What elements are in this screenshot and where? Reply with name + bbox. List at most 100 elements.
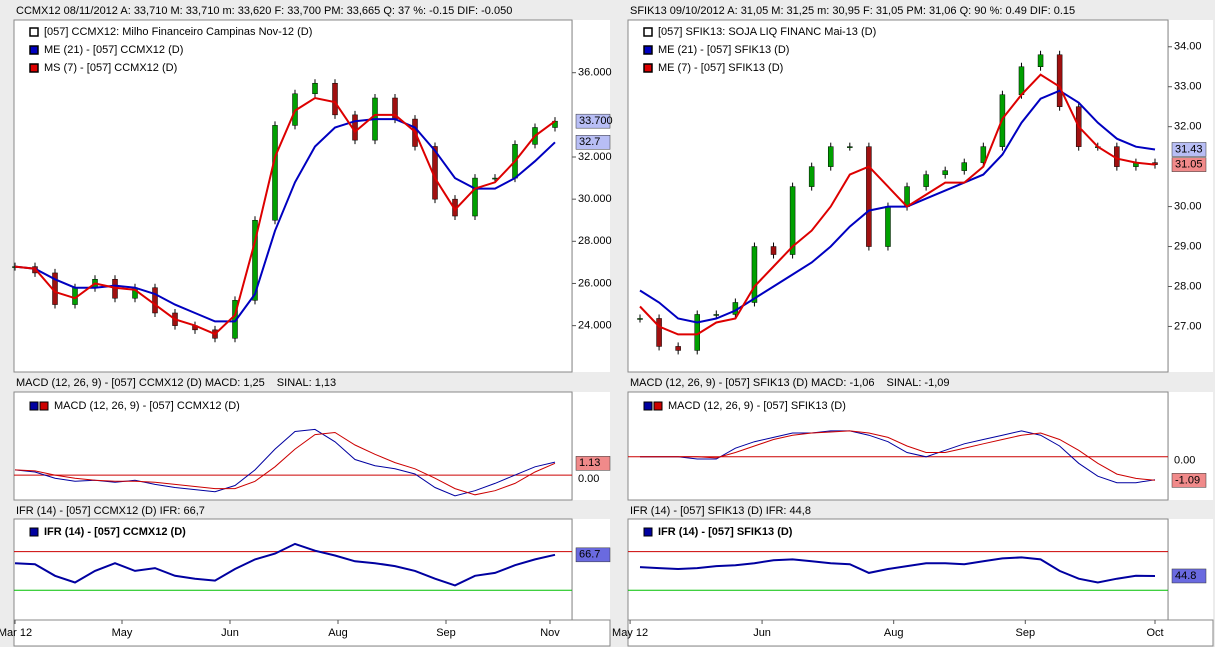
y-tick-label: 36.000 — [578, 67, 612, 79]
moving-average — [14, 96, 556, 336]
candle — [789, 186, 796, 255]
y-tick-label: 28.000 — [578, 235, 612, 247]
indicator-header: IFR (14) - [057] CCMX12 (D) IFR: 66,7 — [16, 505, 205, 517]
last-value-box — [575, 135, 611, 150]
indicator-header: SINAL: 1,13 — [277, 377, 336, 389]
y-tick-label: 29.00 — [1174, 240, 1202, 252]
legend-icon — [29, 401, 39, 411]
candle — [980, 146, 987, 163]
macd-line — [640, 430, 1156, 481]
candle — [272, 125, 278, 221]
moving-average — [639, 73, 1156, 336]
y-tick-label: 32.000 — [578, 151, 612, 163]
panel-frame — [13, 19, 573, 373]
candle — [656, 318, 662, 347]
x-tick-label: Jun — [221, 627, 239, 639]
legend-icon — [643, 27, 653, 37]
last-value-box — [575, 547, 611, 563]
y-tick-label: 30.00 — [1174, 200, 1202, 212]
candle — [492, 177, 498, 180]
candle — [942, 170, 948, 175]
legend-entry: [057] CCMX12: Milho Financeiro Campinas … — [44, 26, 312, 38]
axis-area — [573, 20, 610, 372]
y-tick-label: 24.000 — [578, 320, 612, 332]
legend-entry: IFR (14) - [057] CCMX12 (D) — [44, 526, 186, 538]
candle — [751, 246, 758, 303]
x-axis-area — [627, 619, 1214, 647]
legend-entry: [057] SFIK13: SOJA LIQ FINANC Mai-13 (D) — [658, 26, 876, 38]
x-tick-label: Mar 12 — [0, 627, 32, 639]
candle — [332, 82, 338, 116]
last-value-label: -1.09 — [1175, 474, 1200, 486]
legend-icon — [643, 527, 653, 537]
legend-entry: MACD (12, 26, 9) - [057] CCMX12 (D) — [54, 400, 240, 412]
candle — [552, 120, 558, 128]
panel-frame — [13, 518, 573, 621]
panel-header: CCMX12 08/11/2012 A: 33,710 M: 33,710 m:… — [16, 5, 512, 17]
x-axis-area — [13, 619, 611, 647]
legend-entry: IFR (14) - [057] SFIK13 (D) — [658, 526, 793, 538]
candle — [961, 162, 968, 171]
y-tick-label: 27.00 — [1174, 320, 1202, 332]
x-tick-label: May — [112, 627, 133, 639]
y-tick-label: 0.00 — [1174, 455, 1195, 467]
legend-icon — [643, 45, 653, 55]
indicator-header: IFR (14) - [057] SFIK13 (D) IFR: 44,8 — [630, 505, 811, 517]
legend-icon — [653, 401, 663, 411]
last-value-box — [1171, 157, 1207, 172]
last-value-box — [575, 456, 611, 471]
x-tick-label: Oct — [1146, 627, 1163, 639]
x-tick-label: Sep — [1016, 627, 1036, 639]
last-value-label: 31.05 — [1175, 159, 1203, 171]
candle — [866, 146, 872, 247]
panel-frame — [627, 391, 1169, 501]
x-tick-label: May 12 — [612, 627, 648, 639]
axis-area — [1169, 20, 1213, 372]
last-value-label: 44.8 — [1175, 570, 1196, 582]
candle — [252, 219, 258, 301]
legend-icon — [643, 401, 653, 411]
x-tick-label: Jun — [753, 627, 771, 639]
candle — [312, 82, 318, 95]
candle — [637, 318, 643, 320]
y-tick-label: 32.00 — [1174, 121, 1202, 133]
candle — [1037, 54, 1044, 67]
candle — [1056, 54, 1063, 107]
legend-entry: MACD (12, 26, 9) - [057] SFIK13 (D) — [668, 400, 846, 412]
candle — [152, 287, 158, 314]
candle — [827, 146, 834, 167]
legend-entry: ME (21) - [057] CCMX12 (D) — [44, 44, 183, 56]
candle — [770, 246, 777, 255]
last-value-label: 32.7 — [579, 136, 600, 148]
macd-line — [640, 430, 1156, 484]
x-tick-label: Aug — [884, 627, 904, 639]
last-value-label: 1.13 — [579, 457, 600, 469]
macd-line — [14, 431, 556, 496]
y-tick-label: 28.00 — [1174, 280, 1202, 292]
candle — [885, 206, 891, 247]
ifr-line — [14, 542, 556, 587]
axis-area — [573, 519, 610, 620]
candle — [923, 174, 929, 187]
x-tick-label: Sep — [436, 627, 456, 639]
candle — [472, 177, 478, 217]
candle — [808, 166, 815, 187]
legend-icon — [643, 63, 653, 73]
indicator-header: SINAL: -1,09 — [887, 377, 950, 389]
last-value-box — [1171, 142, 1207, 157]
y-tick-label: 0.00 — [578, 473, 599, 485]
last-value-label: 31.43 — [1175, 143, 1203, 155]
indicator-header: MACD (12, 26, 9) - [057] SFIK13 (D) MACD… — [630, 377, 875, 389]
last-value-label: 66.7 — [579, 549, 600, 561]
legend-icon — [29, 27, 39, 37]
x-tick-label: Nov — [540, 627, 560, 639]
legend-icon — [29, 527, 39, 537]
ifr-line — [639, 556, 1156, 584]
panel-header: SFIK13 09/10/2012 A: 31,05 M: 31,25 m: 3… — [630, 5, 1075, 17]
legend-entry: MS (7) - [057] CCMX12 (D) — [44, 62, 177, 74]
legend-entry: ME (21) - [057] SFIK13 (D) — [658, 44, 789, 56]
y-tick-label: 33.00 — [1174, 81, 1202, 93]
legend-entry: ME (7) - [057] SFIK13 (D) — [658, 62, 783, 74]
